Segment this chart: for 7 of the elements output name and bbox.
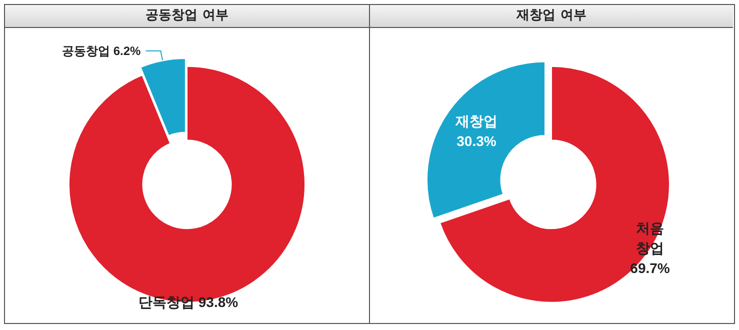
data-label: 69.7%: [630, 260, 670, 276]
data-label: 30.3%: [456, 132, 497, 149]
slice-label: 재창업: [454, 112, 498, 129]
chart-title: 공동창업 여부: [5, 5, 369, 28]
chart-title: 재창업 여부: [370, 5, 733, 28]
slice-label: 단독창업 93.8%: [138, 294, 239, 310]
slice-label: 공동창업 6.2%: [62, 44, 142, 58]
